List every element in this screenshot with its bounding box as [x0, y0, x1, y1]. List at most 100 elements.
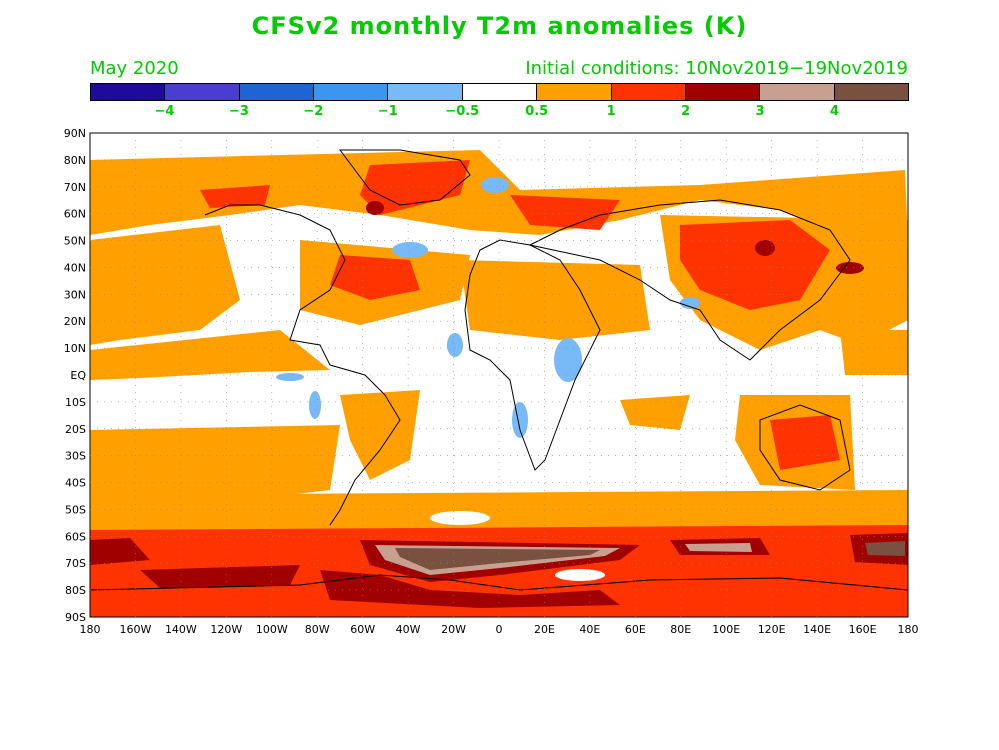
lon-tick-label: 100W — [256, 623, 288, 636]
anomaly-region — [460, 260, 650, 340]
lat-tick-label: 10N — [64, 342, 86, 355]
anomaly-region — [360, 160, 470, 215]
lon-tick-label: 180 — [80, 623, 101, 636]
latitude-labels: 90N 80N 70N 60N 50N 40N 30N 20N 10N EQ 10S 20S 30S 40… — [64, 127, 87, 624]
colorbar-segment — [314, 84, 389, 100]
anomaly-region — [770, 415, 840, 470]
colorbar-label: 1 — [606, 104, 616, 119]
colorbar-segment — [91, 84, 166, 100]
colorbar-segment — [165, 84, 240, 100]
anomaly-region — [276, 373, 304, 381]
anomaly-region — [510, 195, 620, 230]
colorbar-segment — [388, 84, 463, 100]
anomaly-region — [320, 570, 620, 608]
lon-tick-label: 20W — [441, 623, 466, 636]
lat-tick-label: 10S — [65, 396, 86, 409]
lat-tick-label: EQ — [70, 369, 86, 382]
lon-tick-label: 20E — [534, 623, 555, 636]
lat-tick-label: 70S — [65, 557, 86, 570]
anomaly-region — [90, 150, 908, 240]
colorbar-segment — [760, 84, 835, 100]
initial-conditions: Initial conditions: 10Nov2019−19Nov2019 — [525, 58, 908, 79]
lat-tick-label: 90N — [64, 127, 86, 140]
lon-tick-label: 100E — [712, 623, 740, 636]
lat-tick-label: 60N — [64, 208, 86, 221]
coastlines — [90, 149, 908, 591]
colorbar-label: 3 — [755, 104, 765, 119]
anomaly-region — [395, 548, 600, 570]
colorbar — [90, 83, 909, 101]
lat-tick-label: 50N — [64, 235, 86, 248]
colorbar-segment — [611, 84, 686, 100]
anomaly-region — [755, 240, 775, 256]
lon-tick-label: 80E — [670, 623, 691, 636]
lat-tick-label: 30N — [64, 288, 86, 301]
lon-tick-label: 40E — [579, 623, 600, 636]
anomaly-region — [90, 425, 340, 505]
lon-tick-label: 80W — [305, 623, 330, 636]
anomaly-region — [512, 402, 528, 438]
lat-tick-label: 20S — [65, 423, 86, 436]
lat-tick-label: 80S — [65, 584, 86, 597]
anomaly-region — [366, 201, 384, 215]
lon-tick-label: 60W — [350, 623, 375, 636]
colorbar-segment — [685, 84, 761, 100]
lat-tick-label: 90S — [65, 611, 86, 624]
lat-tick-label: 20N — [64, 315, 86, 328]
anomaly-region — [309, 391, 321, 419]
colorbar-label: −3 — [228, 104, 249, 119]
colorbar-segment — [462, 84, 538, 100]
colorbar-label: 0.5 — [525, 104, 549, 119]
lon-tick-label: 160E — [849, 623, 877, 636]
lon-tick-label: 160W — [120, 623, 152, 636]
longitude-labels: 180 160W 140W 120W 100W 80W 60W 40W 20W 0 20E 40E 60… — [80, 623, 919, 636]
anomaly-region — [392, 242, 428, 258]
anomaly-region — [481, 177, 509, 193]
anomaly-region — [340, 390, 420, 480]
lat-tick-label: 30S — [65, 450, 86, 463]
colorbar-label: 4 — [830, 104, 840, 119]
anomaly-region — [90, 225, 240, 345]
lon-tick-label: 40W — [396, 623, 421, 636]
anomaly-region — [840, 330, 908, 375]
lon-tick-label: 120W — [210, 623, 242, 636]
colorbar-label: −1 — [377, 104, 398, 119]
anomaly-region — [430, 511, 490, 525]
anomaly-region — [140, 565, 300, 588]
colorbar-label: −4 — [154, 104, 175, 119]
anomaly-region — [200, 185, 270, 208]
colorbar-label: −0.5 — [445, 104, 480, 119]
anomaly-region — [620, 395, 690, 430]
colorbar-segment — [834, 84, 908, 100]
lat-tick-label: 60S — [65, 530, 86, 543]
lon-tick-label: 180 — [898, 623, 919, 636]
lat-tick-label: 40N — [64, 261, 86, 274]
lat-tick-label: 70N — [64, 181, 86, 194]
anomaly-region — [680, 220, 830, 310]
lon-tick-label: 140W — [165, 623, 197, 636]
anomaly-region — [90, 330, 330, 380]
anomaly-region — [685, 543, 752, 552]
anomaly-region — [554, 338, 582, 382]
lon-tick-label: 60E — [625, 623, 646, 636]
lon-tick-label: 0 — [496, 623, 503, 636]
anomaly-region — [865, 541, 905, 556]
anomaly-region — [680, 297, 700, 309]
anomaly-region — [447, 333, 463, 357]
anomaly-region — [330, 255, 420, 300]
lon-tick-label: 120E — [758, 623, 786, 636]
lat-tick-label: 80N — [64, 154, 86, 167]
chart-title: CFSv2 monthly T2m anomalies (K) — [251, 12, 748, 40]
anomaly-region — [90, 538, 150, 565]
colorbar-segment — [537, 84, 612, 100]
anomaly-region — [555, 569, 605, 581]
colorbar-labels: −4 −3 −2 −1 −0.5 0.5 1 2 3 4 — [90, 104, 909, 120]
lon-tick-label: 140E — [803, 623, 831, 636]
colorbar-label: −2 — [303, 104, 324, 119]
colorbar-label: 2 — [681, 104, 691, 119]
anomaly-region — [836, 262, 864, 274]
forecast-month: May 2020 — [90, 58, 179, 79]
lat-tick-label: 50S — [65, 503, 86, 516]
colorbar-segment — [239, 84, 315, 100]
